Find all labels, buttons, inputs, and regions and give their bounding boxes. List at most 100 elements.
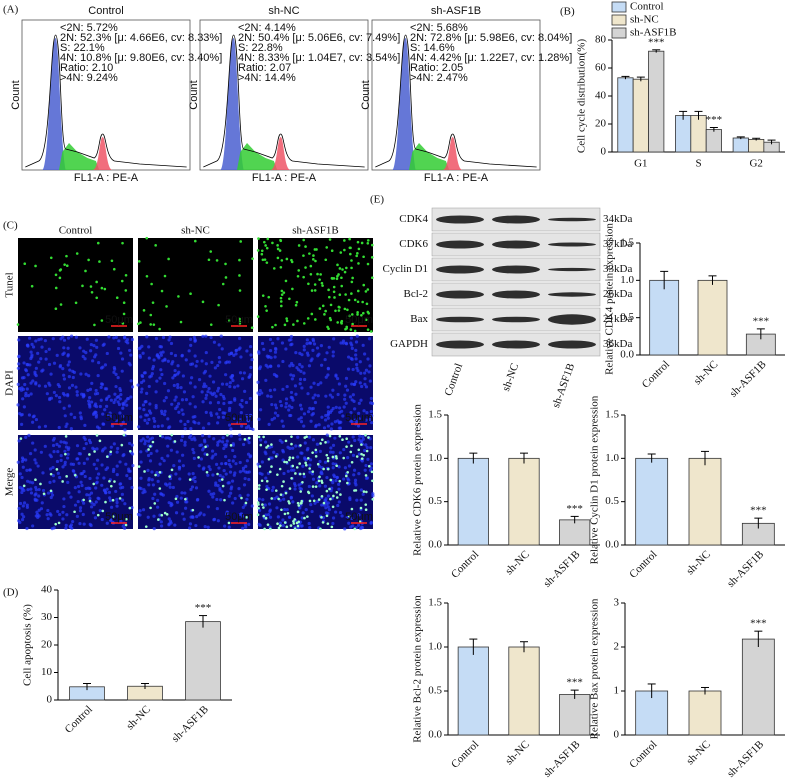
nucleus — [136, 383, 140, 387]
tunel-cell — [120, 279, 124, 283]
tunel-cell — [330, 525, 334, 529]
nucleus — [31, 379, 35, 383]
nucleus — [348, 497, 352, 502]
nucleus — [231, 448, 235, 453]
nucleus — [25, 503, 29, 507]
nucleus — [216, 389, 220, 393]
nucleus — [149, 374, 153, 378]
nucleus — [127, 469, 131, 473]
band — [436, 265, 484, 274]
tunel-cell — [360, 241, 364, 245]
nucleus — [200, 359, 204, 363]
band — [548, 217, 596, 222]
tunel-cell — [283, 512, 287, 516]
tunel-cell — [277, 526, 281, 530]
nucleus — [363, 377, 367, 381]
tunel-cell — [73, 510, 76, 514]
nucleus — [99, 382, 104, 386]
nucleus — [37, 514, 41, 518]
nucleus — [179, 438, 184, 443]
nucleus — [109, 414, 113, 419]
nucleus — [47, 347, 51, 351]
nucleus — [52, 390, 56, 395]
nucleus — [355, 498, 359, 502]
x-tick-label: sh-ASF1B — [170, 703, 211, 744]
tunel-cell — [335, 277, 339, 281]
nucleus — [325, 433, 329, 437]
nucleus — [84, 351, 88, 355]
nucleus — [339, 341, 343, 345]
nucleus — [176, 364, 180, 368]
tunel-cell — [257, 237, 260, 240]
tunel-cell — [320, 438, 324, 442]
tunel-cell — [343, 270, 347, 274]
histogram-outline — [375, 34, 537, 168]
tunel-cell — [332, 494, 335, 498]
row-label: Tunel — [4, 272, 16, 297]
nucleus — [34, 461, 38, 465]
nucleus — [128, 348, 132, 353]
nucleus — [154, 406, 158, 410]
nucleus — [95, 480, 99, 484]
nucleus — [330, 486, 334, 490]
nucleus — [99, 398, 103, 402]
nucleus — [114, 418, 119, 423]
flow-title: sh-NC — [268, 5, 299, 17]
nucleus — [308, 463, 312, 467]
tunel-cell — [350, 444, 353, 448]
nucleus — [114, 372, 118, 376]
nucleus — [240, 514, 245, 518]
tunel-cell — [288, 297, 291, 301]
tunel-cell — [279, 266, 283, 269]
nucleus — [325, 475, 329, 480]
nucleus — [357, 401, 361, 405]
nucleus — [357, 417, 361, 421]
nucleus — [354, 348, 358, 352]
nucleus — [319, 363, 324, 367]
tunel-cell — [367, 436, 370, 439]
tunel-cell — [101, 509, 105, 513]
tunel-cell — [302, 275, 305, 279]
nucleus — [104, 387, 109, 391]
nucleus — [37, 494, 41, 498]
nucleus — [265, 354, 269, 358]
nucleus — [83, 474, 87, 479]
nucleus — [61, 391, 66, 396]
nucleus — [22, 515, 26, 519]
nucleus — [331, 516, 336, 520]
nucleus — [167, 338, 171, 342]
nucleus — [207, 434, 211, 438]
tunel-cell — [98, 260, 101, 263]
nucleus — [82, 461, 86, 465]
nucleus — [219, 392, 223, 397]
flow-stat: 2N: 72.8% [μ: 5.98E6, cv: 8.04%] — [410, 32, 572, 44]
tunel-cell — [250, 326, 254, 330]
tunel-cell — [371, 276, 374, 280]
nucleus — [114, 335, 118, 339]
nucleus — [63, 460, 67, 464]
y-tick-label: 1 — [614, 685, 620, 697]
nucleus — [323, 357, 327, 362]
tunel-cell — [54, 273, 58, 277]
nucleus — [258, 365, 263, 369]
nucleus — [34, 381, 38, 385]
nucleus — [209, 411, 213, 415]
tunel-cell — [340, 322, 343, 325]
tunel-cell — [335, 490, 339, 494]
flow-stat: <2N: 4.14% — [238, 22, 296, 34]
y-tick-label: 1.5 — [428, 597, 442, 609]
nucleus — [354, 353, 358, 357]
nucleus — [25, 362, 29, 367]
nucleus — [237, 347, 241, 351]
nucleus — [177, 459, 182, 463]
nucleus — [41, 471, 45, 475]
tunel-cell — [158, 471, 162, 474]
tunel-cell — [177, 295, 180, 298]
nucleus — [68, 368, 72, 372]
nucleus — [98, 404, 102, 409]
nucleus — [56, 449, 60, 454]
nucleus — [95, 476, 99, 480]
nucleus — [311, 412, 315, 416]
tunel-cell — [154, 244, 157, 247]
nucleus — [369, 445, 373, 450]
